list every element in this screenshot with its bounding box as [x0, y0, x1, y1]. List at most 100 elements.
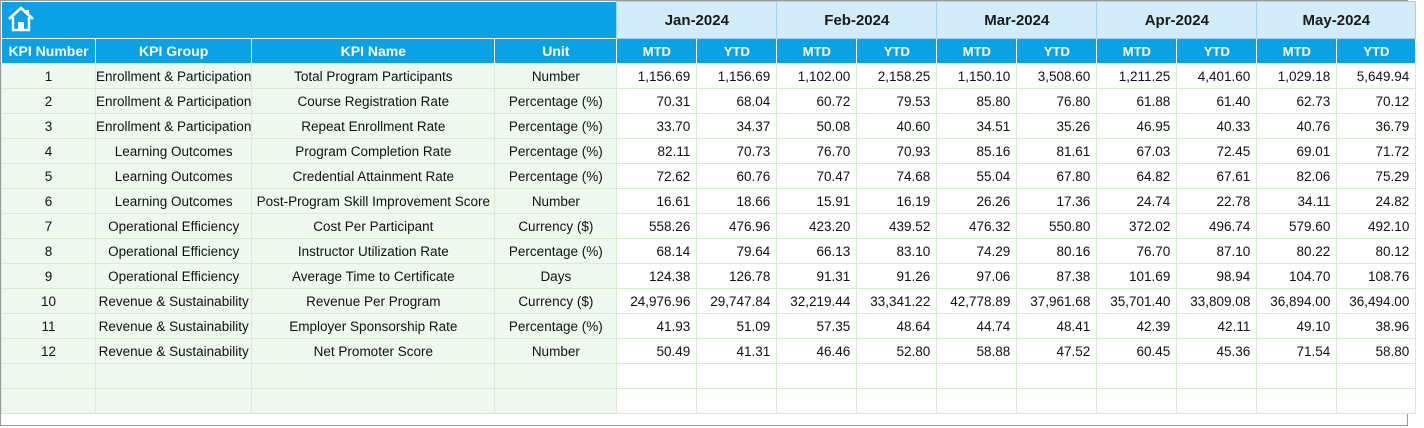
empty-cell[interactable] [1256, 388, 1338, 414]
col-header-ytd[interactable]: YTD [856, 38, 938, 64]
mtd-value-cell[interactable]: 46.95 [1096, 113, 1178, 139]
mtd-value-cell[interactable]: 41.93 [616, 313, 698, 339]
kpi-group-cell[interactable]: Operational Efficiency [94, 263, 253, 289]
unit-cell[interactable]: Percentage (%) [494, 88, 618, 114]
kpi-name-cell[interactable]: Credential Attainment Rate [251, 163, 496, 189]
kpi-name-cell[interactable]: Course Registration Rate [251, 88, 496, 114]
mtd-value-cell[interactable]: 40.76 [1256, 113, 1338, 139]
empty-cell[interactable] [776, 363, 858, 389]
kpi-name-cell[interactable]: Total Program Participants [251, 63, 496, 89]
mtd-value-cell[interactable]: 24.74 [1096, 188, 1178, 214]
ytd-value-cell[interactable]: 58.80 [1336, 338, 1417, 364]
unit-cell[interactable]: Number [494, 338, 618, 364]
kpi-group-cell[interactable]: Revenue & Sustainability [94, 288, 253, 314]
ytd-value-cell[interactable]: 47.52 [1016, 338, 1098, 364]
empty-cell[interactable] [1176, 363, 1258, 389]
empty-cell[interactable] [1336, 363, 1417, 389]
mtd-value-cell[interactable]: 1,211.25 [1096, 63, 1178, 89]
ytd-value-cell[interactable]: 74.68 [856, 163, 938, 189]
ytd-value-cell[interactable]: 52.80 [856, 338, 938, 364]
kpi-number-cell[interactable]: 1 [1, 63, 96, 89]
mtd-value-cell[interactable]: 58.88 [936, 338, 1018, 364]
ytd-value-cell[interactable]: 496.74 [1176, 213, 1258, 239]
kpi-name-cell[interactable]: Revenue Per Program [251, 288, 496, 314]
ytd-value-cell[interactable]: 80.16 [1016, 238, 1098, 264]
empty-cell[interactable] [776, 388, 858, 414]
mtd-value-cell[interactable]: 1,156.69 [616, 63, 698, 89]
mtd-value-cell[interactable]: 70.31 [616, 88, 698, 114]
mtd-value-cell[interactable]: 82.11 [616, 138, 698, 164]
col-header-mtd[interactable]: MTD [936, 38, 1018, 64]
ytd-value-cell[interactable]: 5,649.94 [1336, 63, 1417, 89]
ytd-value-cell[interactable]: 550.80 [1016, 213, 1098, 239]
mtd-value-cell[interactable]: 1,029.18 [1256, 63, 1338, 89]
kpi-name-cell[interactable]: Employer Sponsorship Rate [251, 313, 496, 339]
empty-cell[interactable] [936, 388, 1018, 414]
mtd-value-cell[interactable]: 50.08 [776, 113, 858, 139]
ytd-value-cell[interactable]: 67.61 [1176, 163, 1258, 189]
mtd-value-cell[interactable]: 42.39 [1096, 313, 1178, 339]
kpi-name-cell[interactable]: Net Promoter Score [251, 338, 496, 364]
empty-cell[interactable] [251, 363, 496, 389]
ytd-value-cell[interactable]: 36.79 [1336, 113, 1417, 139]
mtd-value-cell[interactable]: 124.38 [616, 263, 698, 289]
mtd-value-cell[interactable]: 24,976.96 [616, 288, 698, 314]
mtd-value-cell[interactable]: 60.72 [776, 88, 858, 114]
kpi-group-cell[interactable]: Learning Outcomes [94, 163, 253, 189]
kpi-group-cell[interactable]: Enrollment & Participation [94, 88, 253, 114]
ytd-value-cell[interactable]: 41.31 [696, 338, 778, 364]
mtd-value-cell[interactable]: 85.80 [936, 88, 1018, 114]
col-header-kpi-group[interactable]: KPI Group [94, 38, 253, 64]
kpi-group-cell[interactable]: Revenue & Sustainability [94, 313, 253, 339]
ytd-value-cell[interactable]: 126.78 [696, 263, 778, 289]
ytd-value-cell[interactable]: 16.19 [856, 188, 938, 214]
mtd-value-cell[interactable]: 66.13 [776, 238, 858, 264]
mtd-value-cell[interactable]: 34.51 [936, 113, 1018, 139]
unit-cell[interactable]: Percentage (%) [494, 138, 618, 164]
kpi-name-cell[interactable]: Program Completion Rate [251, 138, 496, 164]
ytd-value-cell[interactable]: 71.72 [1336, 138, 1417, 164]
unit-cell[interactable]: Currency ($) [494, 213, 618, 239]
ytd-value-cell[interactable]: 34.37 [696, 113, 778, 139]
mtd-value-cell[interactable]: 97.06 [936, 263, 1018, 289]
kpi-number-cell[interactable]: 9 [1, 263, 96, 289]
col-header-kpi-number[interactable]: KPI Number [1, 38, 96, 64]
empty-cell[interactable] [1336, 388, 1417, 414]
kpi-number-cell[interactable]: 5 [1, 163, 96, 189]
kpi-number-cell[interactable]: 6 [1, 188, 96, 214]
ytd-value-cell[interactable]: 36,494.00 [1336, 288, 1417, 314]
empty-cell[interactable] [1016, 363, 1098, 389]
col-header-kpi-name[interactable]: KPI Name [251, 38, 496, 64]
ytd-value-cell[interactable]: 40.60 [856, 113, 938, 139]
mtd-value-cell[interactable]: 1,150.10 [936, 63, 1018, 89]
mtd-value-cell[interactable]: 36,894.00 [1256, 288, 1338, 314]
home-icon[interactable] [6, 5, 36, 33]
ytd-value-cell[interactable]: 38.96 [1336, 313, 1417, 339]
ytd-value-cell[interactable]: 70.93 [856, 138, 938, 164]
empty-cell[interactable] [494, 388, 618, 414]
mtd-value-cell[interactable]: 67.03 [1096, 138, 1178, 164]
ytd-value-cell[interactable]: 70.12 [1336, 88, 1417, 114]
empty-cell[interactable] [1016, 388, 1098, 414]
mtd-value-cell[interactable]: 60.45 [1096, 338, 1178, 364]
col-header-mtd[interactable]: MTD [776, 38, 858, 64]
mtd-value-cell[interactable]: 35,701.40 [1096, 288, 1178, 314]
kpi-number-cell[interactable]: 3 [1, 113, 96, 139]
unit-cell[interactable]: Percentage (%) [494, 113, 618, 139]
ytd-value-cell[interactable]: 81.61 [1016, 138, 1098, 164]
ytd-value-cell[interactable]: 83.10 [856, 238, 938, 264]
ytd-value-cell[interactable]: 3,508.60 [1016, 63, 1098, 89]
mtd-value-cell[interactable]: 579.60 [1256, 213, 1338, 239]
ytd-value-cell[interactable]: 1,156.69 [696, 63, 778, 89]
empty-cell[interactable] [856, 388, 938, 414]
kpi-number-cell[interactable]: 8 [1, 238, 96, 264]
col-header-ytd[interactable]: YTD [1176, 38, 1258, 64]
ytd-value-cell[interactable]: 75.29 [1336, 163, 1417, 189]
ytd-value-cell[interactable]: 108.76 [1336, 263, 1417, 289]
col-header-ytd[interactable]: YTD [696, 38, 778, 64]
empty-cell[interactable] [856, 363, 938, 389]
col-header-mtd[interactable]: MTD [616, 38, 698, 64]
ytd-value-cell[interactable]: 37,961.68 [1016, 288, 1098, 314]
ytd-value-cell[interactable]: 87.10 [1176, 238, 1258, 264]
mtd-value-cell[interactable]: 46.46 [776, 338, 858, 364]
